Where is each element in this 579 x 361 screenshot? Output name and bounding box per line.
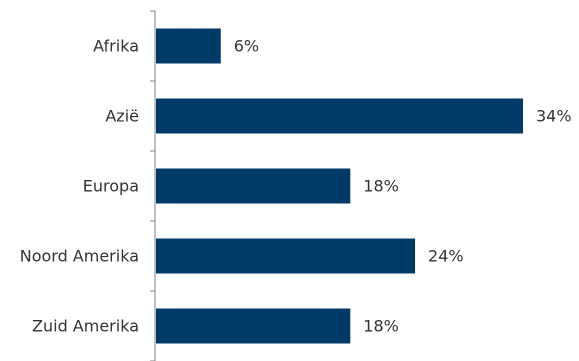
bar [156,98,523,134]
value-label: 24% [428,247,464,266]
bar [156,238,416,274]
category-label: Azië [105,107,139,126]
bar [156,308,351,344]
category-label: Zuid Amerika [32,317,139,336]
value-label: 34% [536,107,572,126]
value-label: 18% [363,317,399,336]
category-label: Europa [83,177,139,196]
value-labels: 6% 34% 18% 24% 18% [234,37,572,336]
category-label: Afrika [93,37,139,56]
bar [156,28,221,64]
bars-layer [156,28,523,344]
axis-layer [150,10,156,361]
value-label: 18% [363,177,399,196]
category-labels: Afrika Azië Europa Noord Amerika Zuid Amerik… [20,37,139,336]
value-label: 6% [234,37,259,56]
bar [156,168,351,204]
category-label: Noord Amerika [20,247,139,266]
